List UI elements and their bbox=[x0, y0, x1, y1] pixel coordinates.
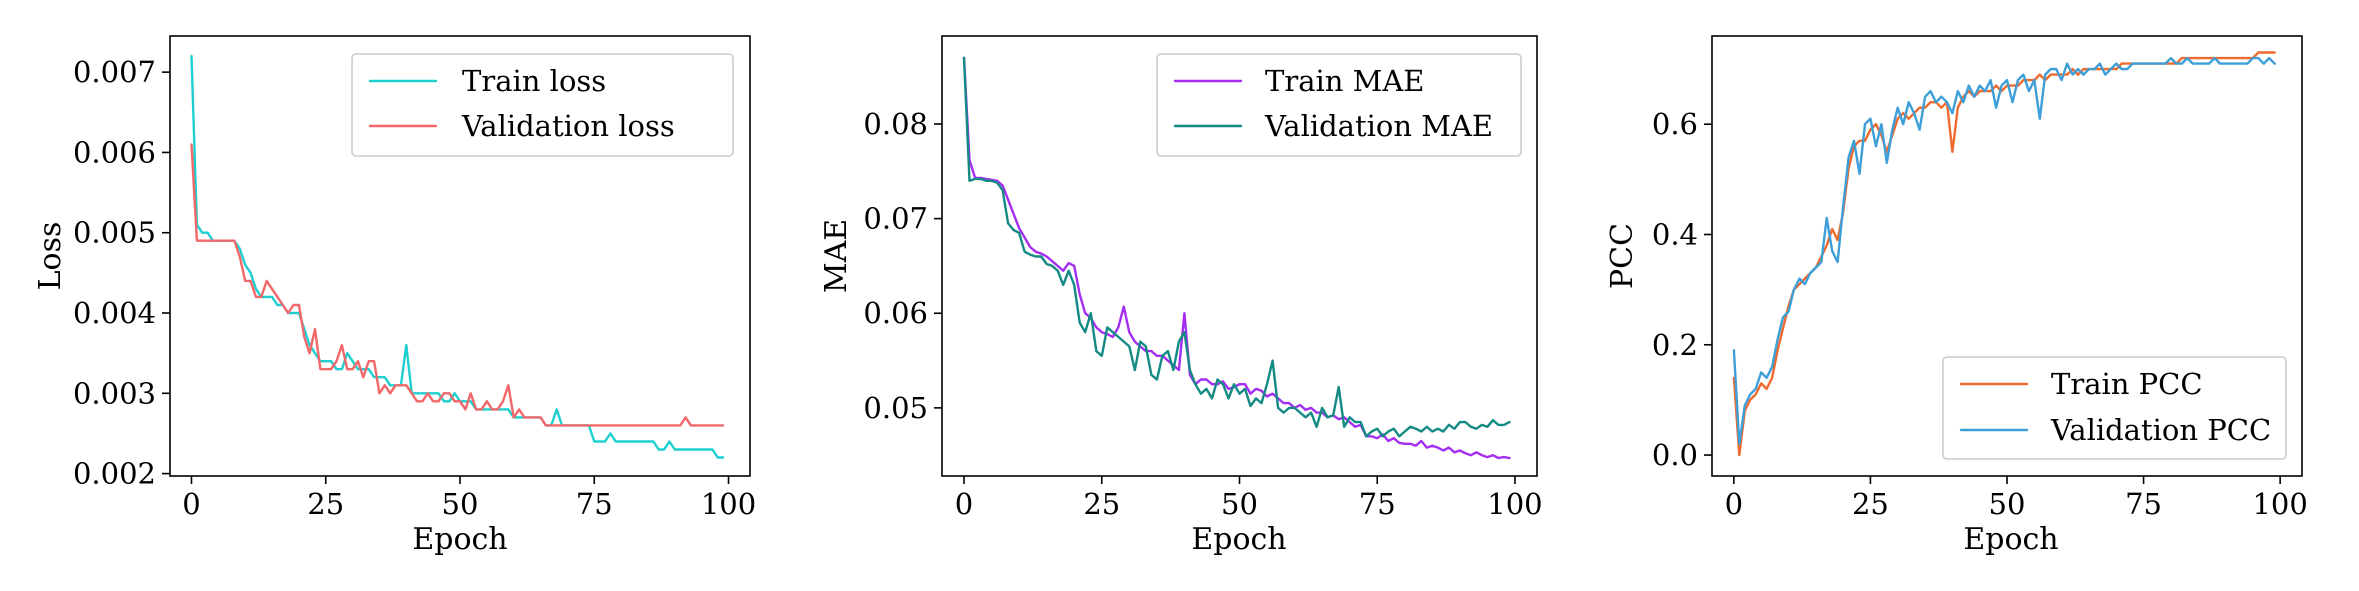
mae-legend-box bbox=[1156, 53, 1522, 157]
loss-y-tick-label: 0.002 bbox=[73, 457, 156, 491]
pcc-x-tick-label: 75 bbox=[2125, 487, 2162, 521]
mae-chart-panel: 0 25 50 75 100 0.05 0.06 0.07 0.08 Epoch MAE Tr… bbox=[819, 35, 1543, 557]
pcc-series-line-train bbox=[1732, 51, 2276, 457]
mae-y-tick-label: 0.05 bbox=[863, 391, 928, 425]
loss-x-tick-label: 0 bbox=[182, 487, 200, 521]
loss-series-line-train bbox=[190, 54, 725, 459]
pcc-legend-box bbox=[1942, 356, 2287, 460]
loss-x-ticks: 0 25 50 75 100 bbox=[182, 476, 756, 521]
loss-legend-box bbox=[351, 53, 734, 157]
loss-y-tick-label: 0.007 bbox=[73, 55, 156, 89]
loss-x-tick-label: 50 bbox=[442, 487, 479, 521]
pcc-series-layer bbox=[1732, 51, 2276, 457]
mae-legend-label-validation: Validation MAE bbox=[1264, 109, 1493, 143]
mae-x-tick-label: 25 bbox=[1083, 487, 1120, 521]
loss-legend-label-validation: Validation loss bbox=[461, 109, 675, 143]
pcc-y-tick-label: 0.6 bbox=[1652, 107, 1698, 141]
loss-x-tick-label: 75 bbox=[576, 487, 613, 521]
mae-x-ticks: 0 25 50 75 100 bbox=[955, 476, 1543, 521]
pcc-y-ticks: 0.0 0.2 0.4 0.6 bbox=[1652, 107, 1712, 472]
loss-y-tick-label: 0.003 bbox=[73, 376, 156, 410]
mae-y-tick-label: 0.06 bbox=[863, 296, 928, 330]
loss-y-tick-label: 0.006 bbox=[73, 135, 156, 169]
mae-x-tick-label: 0 bbox=[955, 487, 973, 521]
loss-y-tick-label: 0.004 bbox=[73, 296, 156, 330]
loss-x-tick-label: 25 bbox=[307, 487, 344, 521]
pcc-x-ticks: 0 25 50 75 100 bbox=[1725, 476, 2308, 521]
pcc-y-tick-label: 0.0 bbox=[1652, 438, 1698, 472]
loss-legend-label-train: Train loss bbox=[462, 64, 606, 98]
pcc-legend: Train PCC Validation PCC bbox=[1942, 356, 2287, 460]
mae-x-tick-label: 100 bbox=[1487, 487, 1542, 521]
pcc-y-tick-label: 0.2 bbox=[1652, 328, 1698, 362]
loss-legend: Train loss Validation loss bbox=[351, 53, 734, 157]
mae-series-line-train bbox=[962, 56, 1511, 460]
pcc-legend-label-validation: Validation PCC bbox=[2050, 413, 2271, 447]
pcc-series-line-validation bbox=[1732, 56, 2276, 446]
pcc-x-tick-label: 100 bbox=[2252, 487, 2307, 521]
mae-x-tick-label: 75 bbox=[1359, 487, 1396, 521]
mae-x-tick-label: 50 bbox=[1221, 487, 1258, 521]
pcc-x-tick-label: 25 bbox=[1852, 487, 1889, 521]
pcc-x-tick-label: 50 bbox=[1989, 487, 2026, 521]
mae-y-tick-label: 0.08 bbox=[863, 107, 928, 141]
mae-series-layer bbox=[962, 56, 1511, 460]
pcc-chart-panel: 0 25 50 75 100 0.0 0.2 0.4 0.6 Epoch PCC Train … bbox=[1605, 35, 2308, 557]
loss-y-axis-label: Loss bbox=[33, 222, 68, 291]
loss-x-tick-label: 100 bbox=[701, 487, 756, 521]
mae-legend: Train MAE Validation MAE bbox=[1156, 53, 1522, 157]
loss-x-axis-label: Epoch bbox=[412, 522, 507, 557]
loss-series-line-validation bbox=[190, 143, 725, 427]
pcc-x-tick-label: 0 bbox=[1725, 487, 1743, 521]
mae-y-ticks: 0.05 0.06 0.07 0.08 bbox=[863, 107, 942, 425]
loss-series-layer bbox=[190, 54, 725, 459]
loss-y-ticks: 0.002 0.003 0.004 0.005 0.006 0.007 bbox=[73, 55, 170, 491]
pcc-legend-label-train: Train PCC bbox=[2051, 367, 2203, 401]
loss-chart-panel: 0 25 50 75 100 0.0020.0030.0040.0050.0060.00… bbox=[33, 35, 756, 557]
pcc-x-axis-label: Epoch bbox=[1963, 522, 2058, 557]
mae-series-line-validation bbox=[962, 56, 1511, 438]
pcc-y-tick-label: 0.4 bbox=[1652, 217, 1698, 251]
mae-x-axis-label: Epoch bbox=[1191, 522, 1286, 557]
pcc-y-axis-label: PCC bbox=[1605, 223, 1640, 289]
mae-y-tick-label: 0.07 bbox=[863, 202, 928, 236]
mae-y-axis-label: MAE bbox=[819, 219, 854, 293]
loss-y-tick-label: 0.005 bbox=[73, 216, 156, 250]
mae-legend-label-train: Train MAE bbox=[1265, 64, 1424, 98]
